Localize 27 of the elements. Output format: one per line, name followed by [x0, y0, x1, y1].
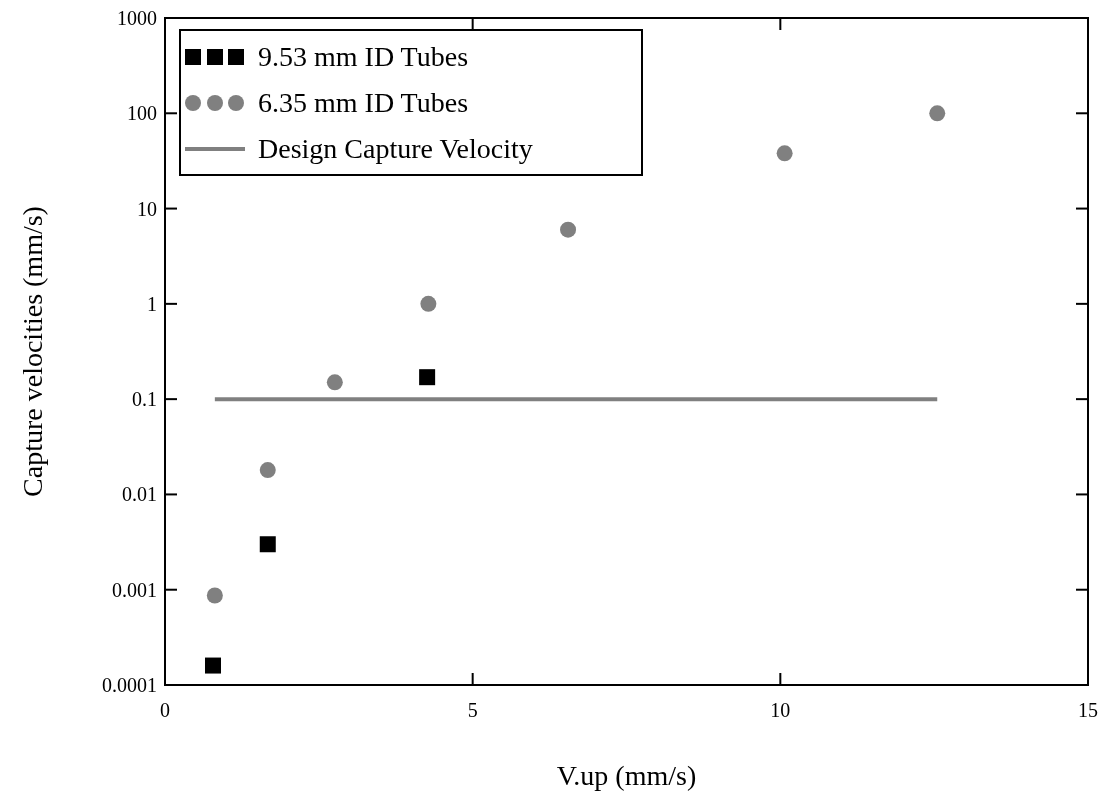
y-tick-label: 0.1 — [132, 388, 157, 411]
y-tick-label: 10 — [137, 197, 157, 220]
point — [326, 374, 343, 391]
y-tick-label: 1000 — [117, 7, 157, 29]
point — [206, 587, 223, 604]
y-tick-label: 1 — [147, 292, 157, 315]
y-axis-title: Capture velocities (mm/s) — [17, 206, 48, 497]
y-tick-label: 0.001 — [112, 578, 157, 601]
legend-label: 9.53 mm ID Tubes — [258, 41, 469, 72]
x-tick-label: 10 — [770, 699, 791, 721]
point — [560, 221, 577, 238]
x-tick-label: 5 — [467, 699, 478, 721]
legend-label: 6.35 mm ID Tubes — [258, 87, 469, 118]
y-tick-label: 0.0001 — [102, 674, 157, 696]
x-axis-title: V.up (mm/s) — [556, 760, 697, 791]
point — [776, 145, 793, 162]
point — [205, 657, 221, 674]
x-tick-label: 15 — [1078, 699, 1098, 721]
y-tick-label: 0.01 — [122, 483, 157, 506]
point — [929, 105, 946, 122]
point — [259, 462, 276, 479]
point — [420, 295, 437, 312]
legend-label: Design Capture Velocity — [258, 133, 533, 164]
point — [259, 536, 276, 553]
x-tick-label: 0 — [160, 699, 170, 721]
point — [419, 369, 436, 386]
y-tick-label: 100 — [127, 102, 157, 125]
